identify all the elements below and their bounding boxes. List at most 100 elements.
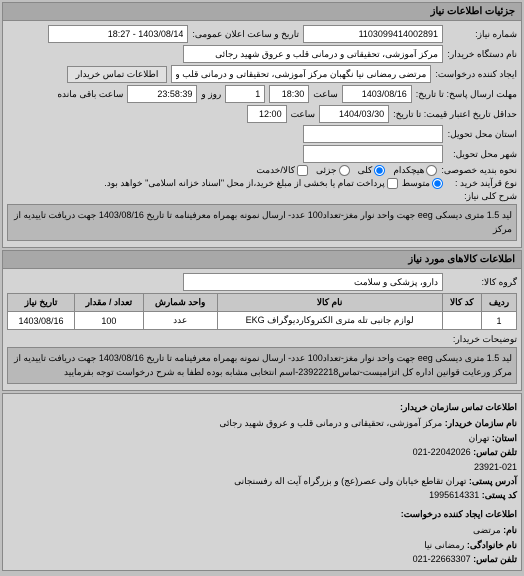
postal-address-label: آدرس پستی: bbox=[469, 476, 517, 486]
row-deadline: مهلت ارسال پاسخ: تا تاریخ: ساعت روز و سا… bbox=[7, 85, 517, 103]
org-name-value: مرکز آموزشی، تحقیقاتی و درمانی قلب و عرو… bbox=[219, 418, 442, 428]
radio-none-label: هیچکدام bbox=[393, 165, 424, 176]
phone-row: تلفن تماس: 22042026-021 bbox=[7, 445, 517, 459]
row-group: گروه کالا: bbox=[7, 273, 517, 291]
td-0: 1 bbox=[482, 312, 517, 330]
panel-header-3: اطلاعات تماس سازمان خریدار: bbox=[7, 400, 517, 414]
buyer-device-label: نام دستگاه خریدار: bbox=[447, 49, 517, 60]
validity-time-label: ساعت bbox=[291, 109, 316, 120]
state-label: استان: bbox=[492, 433, 517, 443]
row-delivery-method: نحوه بندیه خصوصی: هیچکدام کلی جزئی کالا/… bbox=[7, 165, 517, 176]
delivery-method-label: نحوه بندیه خصوصی: bbox=[441, 165, 517, 176]
group-field[interactable] bbox=[183, 273, 443, 291]
creator-label: ایجاد کننده درخواست: bbox=[435, 69, 517, 80]
desc-box: لید 1.5 متری دیسکی eeg جهت واحد نوار مغز… bbox=[7, 204, 517, 241]
state-value: تهران bbox=[469, 433, 490, 443]
radio-all[interactable] bbox=[374, 165, 385, 176]
delivery-state-field[interactable] bbox=[303, 125, 443, 143]
announce-date-label: تاریخ و ساعت اعلان عمومی: bbox=[192, 29, 299, 40]
phone2-value: 23921-021 bbox=[474, 462, 517, 472]
radio-cash[interactable] bbox=[432, 178, 443, 189]
buyer-device-field[interactable] bbox=[183, 45, 443, 63]
checkbox-all-item[interactable]: کالا/خدمت bbox=[256, 165, 308, 176]
creator-phone-value: 22663307-021 bbox=[413, 554, 471, 564]
payment-note-item: پرداخت تمام یا بخشی از مبلغ خرید،از محل … bbox=[104, 178, 397, 189]
th-1: کد کالا bbox=[442, 294, 481, 312]
panel-header-1: جزئیات اطلاعات نیاز bbox=[3, 3, 521, 21]
creator-field[interactable] bbox=[171, 65, 431, 83]
delivery-city-field[interactable] bbox=[303, 145, 443, 163]
creator-header: اطلاعات ایجاد کننده درخواست: bbox=[7, 507, 517, 521]
contact-panel: اطلاعات تماس سازمان خریدار: نام سازمان خ… bbox=[2, 393, 522, 571]
notes-box: لید 1.5 متری دیسکی eeg جهت واحد نوار مغز… bbox=[7, 347, 517, 384]
row-payment: نوع قرآیند خرید : متوسط پرداخت تمام یا ب… bbox=[7, 178, 517, 189]
th-4: تعداد / مقدار bbox=[74, 294, 143, 312]
payment-note: پرداخت تمام یا بخشی از مبلغ خرید،از محل … bbox=[104, 178, 384, 189]
creator-phone-label: تلفن تماس: bbox=[473, 554, 517, 564]
radio-partial-label: جزئی bbox=[316, 165, 337, 176]
info-panel: جزئیات اطلاعات نیاز شماره نیاز: تاریخ و … bbox=[2, 2, 522, 248]
creator-phone-row: تلفن تماس: 22663307-021 bbox=[7, 552, 517, 566]
radio-partial-item[interactable]: جزئی bbox=[316, 165, 350, 176]
request-number-label: شماره نیاز: bbox=[447, 29, 517, 40]
table-row: 1 لوازم جانبی تله متری الکتروکاردیوگراف … bbox=[8, 312, 517, 330]
row-creator: ایجاد کننده درخواست: اطلاعات تماس خریدار bbox=[7, 65, 517, 83]
postal-code-row: کد پستی: 1995614331 bbox=[7, 488, 517, 502]
announce-date-field[interactable] bbox=[48, 25, 188, 43]
th-5: تاریخ نیاز bbox=[8, 294, 75, 312]
th-0: ردیف bbox=[482, 294, 517, 312]
creator-family-row: نام خانوادگی: رمضانی نیا bbox=[7, 538, 517, 552]
validity-time-field[interactable] bbox=[247, 105, 287, 123]
td-4: 100 bbox=[74, 312, 143, 330]
creator-name-value: مرتضی bbox=[473, 525, 501, 535]
td-3: عدد bbox=[143, 312, 217, 330]
remaining-day-field[interactable] bbox=[225, 85, 265, 103]
row-validity: حداقل تاریخ اعتبار قیمت: تا تاریخ: ساعت bbox=[7, 105, 517, 123]
phone2-row: 23921-021 bbox=[7, 460, 517, 474]
remaining-label: ساعت باقی مانده bbox=[57, 89, 123, 100]
row-notes-label: توضیحات خریدار: bbox=[7, 334, 517, 345]
notes-label: توضیحات خریدار: bbox=[447, 334, 517, 345]
postal-address-value: تهران تقاطع خیابان ولی عصر(عج) و بزرگراه… bbox=[234, 476, 466, 486]
validity-label: حداقل تاریخ اعتبار قیمت: تا تاریخ: bbox=[393, 109, 517, 120]
validity-date-field[interactable] bbox=[319, 105, 389, 123]
deadline-date-field[interactable] bbox=[342, 85, 412, 103]
creator-family-label: نام خانوادگی: bbox=[467, 540, 517, 550]
deadline-time-label: ساعت bbox=[313, 89, 338, 100]
creator-family-value: رمضانی نیا bbox=[424, 540, 464, 550]
radio-cash-label: متوسط bbox=[402, 178, 430, 189]
group-label: گروه کالا: bbox=[447, 277, 517, 288]
payment-radios: متوسط bbox=[402, 178, 443, 189]
radio-none[interactable] bbox=[426, 165, 437, 176]
remaining-day-label: روز و bbox=[201, 89, 221, 100]
row-desc: شرح کلی نیاز: bbox=[7, 191, 517, 202]
deadline-time-field[interactable] bbox=[269, 85, 309, 103]
row-request-number: شماره نیاز: تاریخ و ساعت اعلان عمومی: bbox=[7, 25, 517, 43]
radio-none-item[interactable]: هیچکدام bbox=[393, 165, 437, 176]
phone-value: 22042026-021 bbox=[413, 447, 471, 457]
items-panel: اطلاعات کالاهای مورد نیاز گروه کالا: ردی… bbox=[2, 250, 522, 391]
checkbox-all[interactable] bbox=[297, 165, 308, 176]
deadline-label: مهلت ارسال پاسخ: تا تاریخ: bbox=[416, 89, 517, 100]
radio-all-item[interactable]: کلی bbox=[358, 165, 386, 176]
postal-code-label: کد پستی: bbox=[482, 490, 517, 500]
td-1 bbox=[442, 312, 481, 330]
th-2: نام کالا bbox=[217, 294, 442, 312]
radio-partial[interactable] bbox=[339, 165, 350, 176]
row-delivery-city: شهر محل تحویل: bbox=[7, 145, 517, 163]
postal-code-value: 1995614331 bbox=[429, 490, 479, 500]
remaining-time-field[interactable] bbox=[127, 85, 197, 103]
row-delivery-state: استان محل تحویل: bbox=[7, 125, 517, 143]
payment-label: نوع قرآیند خرید : bbox=[447, 178, 517, 189]
payment-note-checkbox[interactable] bbox=[387, 178, 398, 189]
request-number-field[interactable] bbox=[303, 25, 443, 43]
org-name-row: نام سازمان خریدار: مرکز آموزشی، تحقیقاتی… bbox=[7, 416, 517, 430]
items-table: ردیف کد کالا نام کالا واحد شمارش تعداد /… bbox=[7, 293, 517, 330]
td-2: لوازم جانبی تله متری الکتروکاردیوگراف EK… bbox=[217, 312, 442, 330]
contact-info-button[interactable]: اطلاعات تماس خریدار bbox=[67, 66, 168, 83]
radio-cash-item[interactable]: متوسط bbox=[402, 178, 443, 189]
checkbox-all-label: کالا/خدمت bbox=[256, 165, 295, 176]
phone-label: تلفن تماس: bbox=[473, 447, 517, 457]
postal-address-row: آدرس پستی: تهران تقاطع خیابان ولی عصر(عج… bbox=[7, 474, 517, 488]
state-row: استان: تهران bbox=[7, 431, 517, 445]
